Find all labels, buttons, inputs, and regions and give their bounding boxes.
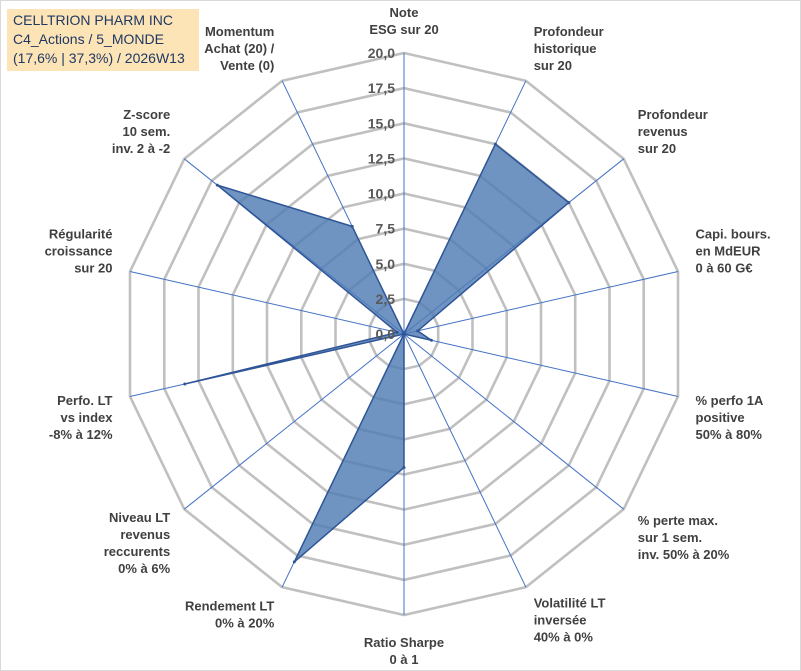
- chart-title-box: CELLTRION PHARM INC C4_Actions / 5_MONDE…: [7, 9, 199, 71]
- tick-label-7: 17,5: [368, 80, 395, 96]
- series-point-10: [183, 382, 187, 386]
- series-area: [184, 143, 570, 563]
- series-point-4: [429, 338, 433, 342]
- spoke-4: [403, 333, 679, 397]
- radial-tick-labels: 0,0 2,5 5,0 7,5 10,0 12,5 15,0 17,5 20,0: [368, 45, 395, 342]
- series-point-1: [493, 142, 497, 146]
- category-label-line: reccurents: [104, 544, 170, 559]
- category-label-8: Rendement LT 0% à 20%: [185, 598, 275, 630]
- category-label-line: vs index: [60, 410, 113, 425]
- tick-label-8: 20,0: [368, 45, 395, 61]
- category-label-line: sur 20: [534, 58, 572, 73]
- category-label-line: Perfo. LT: [57, 393, 112, 408]
- category-label-line: croissance: [45, 244, 113, 259]
- tick-label-3: 7,5: [376, 221, 396, 237]
- series-point-2: [567, 201, 571, 205]
- category-label-3: Capi. bours. en MdEUR 0 à 60 G€: [696, 227, 771, 276]
- tick-label-4: 10,0: [368, 186, 395, 202]
- category-label-line: Rendement LT: [185, 598, 274, 613]
- category-label-0: Note ESG sur 20: [369, 5, 438, 37]
- category-label-line: Momentum: [205, 24, 274, 39]
- category-label-line: % perfo 1A: [696, 393, 765, 408]
- category-label-line: 40% à 0%: [534, 630, 594, 645]
- category-label-line: Ratio Sharpe: [364, 635, 444, 650]
- series-point-7: [402, 466, 406, 469]
- category-label-7: Ratio Sharpe 0 à 1: [364, 635, 444, 667]
- category-label-line: 50% à 80%: [696, 427, 763, 442]
- category-label-line: historique: [534, 41, 597, 56]
- tick-label-5: 12,5: [368, 150, 395, 166]
- category-label-10: Perfo. LT vs index -8% à 12%: [49, 393, 113, 442]
- category-label-line: revenus: [120, 527, 170, 542]
- title-line-category: C4_Actions / 5_MONDE: [13, 31, 164, 47]
- spoke-11: [129, 271, 405, 335]
- radar-series: [183, 142, 571, 564]
- series-point-3: [416, 329, 420, 333]
- category-label-line: % perte max.: [638, 513, 718, 528]
- category-label-line: positive: [696, 410, 745, 425]
- category-label-5: % perte max. sur 1 sem. inv. 50% à 20%: [638, 513, 730, 562]
- spoke-5: [403, 333, 625, 510]
- tick-label-1: 2,5: [376, 291, 396, 307]
- series-point-8: [292, 560, 296, 564]
- category-label-2: Profondeur revenus sur 20: [638, 107, 708, 156]
- category-label-12: Z-score 10 sem. inv. 2 à -2: [112, 107, 170, 156]
- category-label-line: ESG sur 20: [369, 22, 438, 37]
- category-label-line: sur 20: [74, 261, 112, 276]
- category-label-line: Volatilité LT: [534, 596, 606, 611]
- category-label-6: Volatilité LT inversée 40% à 0%: [534, 596, 606, 645]
- title-line-company: CELLTRION PHARM INC: [13, 12, 173, 28]
- category-label-line: revenus: [638, 124, 688, 139]
- category-label-11: Régularité croissance sur 20: [45, 227, 113, 276]
- category-labels: Note ESG sur 20 Profondeur historique sur 20…: [45, 5, 771, 667]
- category-label-line: inversée: [534, 613, 587, 628]
- category-label-9: Niveau LT revenus reccurents 0% à 6%: [104, 510, 171, 576]
- category-label-line: 0 à 1: [390, 652, 419, 667]
- category-label-line: Régularité: [49, 227, 113, 242]
- category-label-line: sur 20: [638, 141, 676, 156]
- spoke-3: [403, 271, 679, 335]
- spoke-6: [403, 333, 527, 588]
- category-label-line: 10 sem.: [122, 124, 170, 139]
- category-label-line: Note: [390, 5, 419, 20]
- category-label-line: sur 1 sem.: [638, 530, 702, 545]
- category-label-line: inv. 50% à 20%: [638, 547, 730, 562]
- category-label-line: en MdEUR: [696, 244, 762, 259]
- category-label-line: Z-score: [123, 107, 170, 122]
- title-line-stats: (17,6% | 37,3%) / 2026W13: [13, 50, 185, 66]
- tick-label-6: 15,0: [368, 115, 395, 131]
- series-point-11: [395, 330, 399, 334]
- series-point-9: [402, 332, 406, 336]
- category-label-line: 0 à 60 G€: [696, 261, 753, 276]
- category-label-line: Niveau LT: [109, 510, 170, 525]
- category-label-4: % perfo 1A positive 50% à 80%: [696, 393, 765, 442]
- spoke-9: [183, 333, 405, 510]
- category-label-line: Achat (20) /: [204, 41, 274, 56]
- category-label-line: Profondeur: [638, 107, 708, 122]
- tick-label-2: 5,0: [376, 256, 396, 272]
- category-label-line: Capi. bours.: [696, 227, 771, 242]
- category-label-line: Vente (0): [220, 58, 274, 73]
- category-label-13: Momentum Achat (20) / Vente (0): [204, 24, 274, 73]
- series-point-12: [215, 183, 219, 187]
- category-label-line: Profondeur: [534, 24, 604, 39]
- series-point-13: [350, 224, 354, 228]
- category-label-1: Profondeur historique sur 20: [534, 24, 604, 73]
- category-label-line: inv. 2 à -2: [112, 141, 170, 156]
- category-label-line: 0% à 20%: [215, 615, 275, 630]
- category-label-line: 0% à 6%: [118, 561, 170, 576]
- category-label-line: -8% à 12%: [49, 427, 113, 442]
- tick-label-0: 0,0: [376, 326, 396, 342]
